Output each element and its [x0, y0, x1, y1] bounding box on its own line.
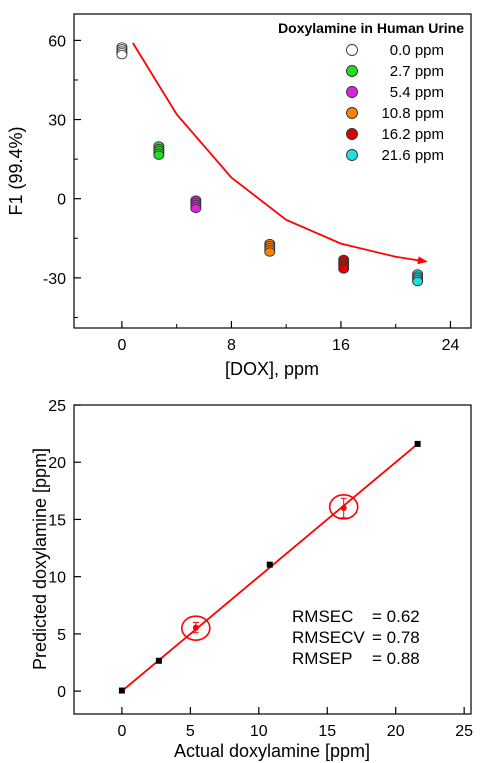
score-x-axis-label: [DOX], ppm [225, 359, 319, 379]
score-y-tick-label: 30 [48, 113, 66, 130]
legend-marker [346, 128, 358, 140]
legend-marker [346, 107, 358, 119]
highlight-circle [181, 615, 211, 641]
calibration-y-tick-label: 5 [57, 627, 66, 644]
score-points [116, 42, 424, 287]
calibration-point [192, 624, 199, 631]
calibration-axis-ticks: 0 5 10 15 20 25 0 5 10 15 20 25 [48, 398, 473, 740]
stat-value-rmsep: = 0.88 [372, 649, 420, 668]
calibration-chart: 0 5 10 15 20 25 0 5 10 15 20 25 RMSEC = 0.62 RMSECV… [30, 398, 473, 761]
calibration-point [118, 687, 125, 694]
statistics: RMSEC = 0.62 RMSECV = 0.78 RMSEP = 0.88 [292, 607, 420, 668]
stat-label-rmsecv: RMSECV [292, 628, 365, 647]
legend-marker [346, 44, 358, 56]
highlight-circle [328, 494, 359, 520]
score-x-tick-label: 8 [227, 337, 236, 354]
score-chart: 0 8 16 24 60 30 0 -30 Doxylamine in Human Urine… [6, 13, 472, 379]
score-y-tick-label: -30 [43, 271, 66, 288]
score-title: Doxylamine in Human Urine [278, 20, 464, 36]
calibration-x-axis-label: Actual doxylamine [ppm] [174, 741, 370, 761]
stat-value-rmsecv: = 0.78 [372, 628, 420, 647]
calibration-y-tick-label: 0 [57, 684, 66, 701]
calibration-points [118, 440, 421, 694]
trend-arrow [132, 42, 428, 265]
calibration-point [414, 440, 421, 447]
calibration-x-tick-label: 10 [250, 723, 268, 740]
legend: 0.0 ppm 2.7 ppm 5.4 ppm 10.8 ppm 16.2 ppm 21.… [346, 42, 444, 164]
score-x-tick-label: 24 [442, 337, 460, 354]
score-y-tick-label: 0 [57, 192, 66, 209]
calibration-x-tick-label: 20 [387, 723, 405, 740]
score-point [116, 49, 128, 60]
legend-label: 21.6 ppm [381, 147, 444, 164]
legend-label: 0.0 ppm [390, 42, 444, 59]
calibration-x-tick-label: 0 [117, 723, 126, 740]
legend-label: 10.8 ppm [381, 105, 444, 122]
score-point [412, 276, 424, 287]
score-point [153, 150, 165, 160]
stat-label-rmsec: RMSEC [292, 607, 353, 626]
score-point [264, 247, 276, 257]
stat-value-rmsec: = 0.62 [372, 607, 420, 626]
calibration-y-tick-label: 20 [48, 455, 66, 472]
score-y-tick-label: 60 [48, 33, 66, 50]
calibration-y-tick-label: 10 [48, 570, 66, 587]
calibration-y-axis-label: Predicted doxylamine [ppm] [30, 448, 50, 670]
calibration-x-tick-label: 15 [318, 723, 336, 740]
legend-label: 5.4 ppm [390, 84, 444, 101]
score-y-axis-label: F1 (99.4%) [6, 126, 26, 215]
legend-marker [346, 65, 358, 77]
legend-label: 2.7 ppm [390, 63, 444, 80]
calibration-x-tick-label: 5 [186, 723, 195, 740]
calibration-y-tick-label: 15 [48, 512, 66, 529]
legend-marker [346, 86, 358, 98]
stat-label-rmsep: RMSEP [292, 649, 352, 668]
legend-label: 16.2 ppm [381, 126, 444, 143]
score-point [338, 264, 350, 274]
score-point [190, 203, 202, 214]
calibration-plot-frame [73, 404, 472, 715]
score-x-tick-label: 16 [332, 337, 350, 354]
calibration-point [155, 657, 162, 664]
score-plot-frame [73, 13, 472, 329]
highlight-circles [181, 494, 359, 641]
legend-marker [346, 149, 358, 161]
calibration-x-tick-label: 25 [455, 723, 473, 740]
score-x-tick-label: 0 [117, 337, 126, 354]
calibration-y-tick-label: 25 [48, 398, 66, 415]
score-axis-ticks: 0 8 16 24 60 30 0 -30 [43, 33, 460, 354]
calibration-point [266, 561, 273, 568]
calibration-point [340, 505, 347, 511]
